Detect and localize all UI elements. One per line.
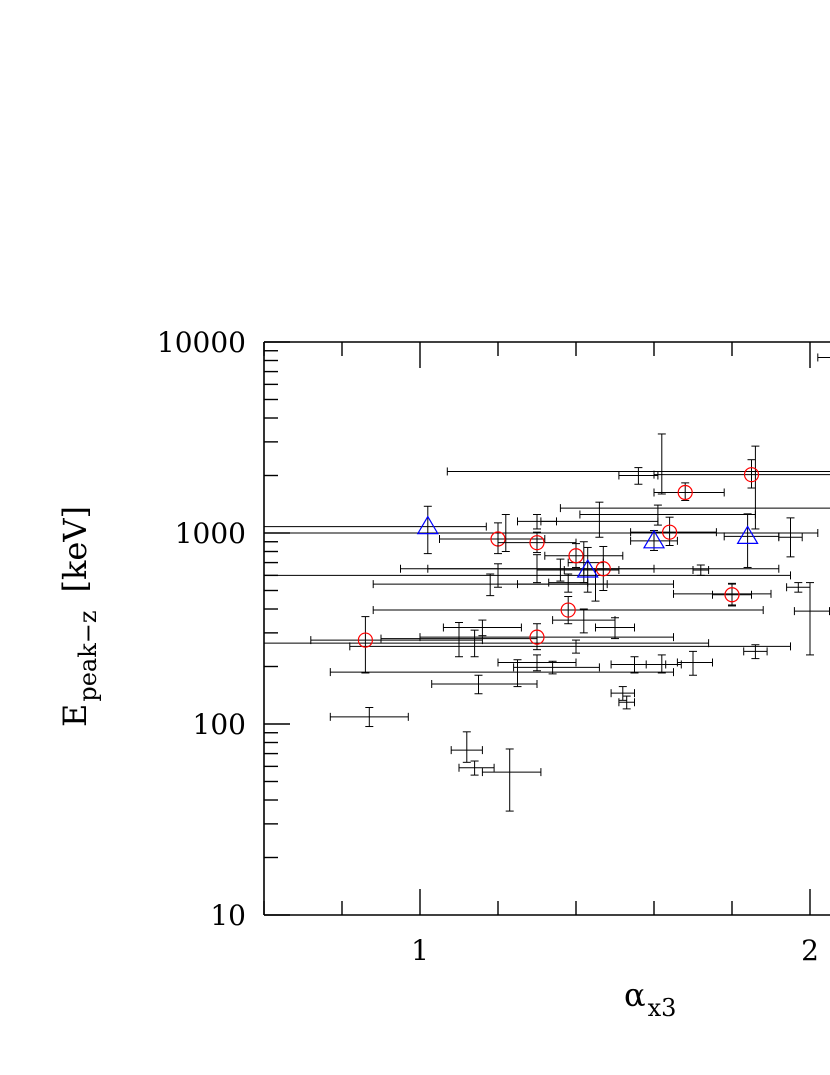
errorbar-point bbox=[450, 731, 483, 763]
errorbar-point bbox=[264, 513, 819, 553]
errorbar-point bbox=[329, 659, 674, 688]
errorbar-point bbox=[264, 629, 710, 658]
triangle-point bbox=[723, 513, 780, 568]
errorbar-point bbox=[329, 707, 409, 728]
y-axis-label-unit: [keV] bbox=[56, 506, 94, 592]
errorbar-point bbox=[778, 517, 803, 558]
errorbar-point bbox=[481, 748, 542, 812]
chart-axes bbox=[263, 341, 830, 916]
errorbar-point bbox=[552, 608, 616, 634]
errorbar-point bbox=[497, 654, 577, 672]
triangle-marker bbox=[416, 515, 439, 535]
errorbar-point bbox=[517, 569, 674, 602]
circle-point bbox=[427, 545, 780, 591]
errorbar-point bbox=[817, 353, 830, 362]
y-axis-label-sub: peak−z bbox=[74, 610, 102, 701]
errorbar-point bbox=[458, 760, 495, 776]
triangle-marker bbox=[576, 558, 599, 578]
circle-marker bbox=[529, 535, 545, 551]
triangle-point bbox=[563, 546, 620, 593]
triangle-point bbox=[264, 505, 487, 555]
circle-marker bbox=[661, 524, 678, 540]
circle-point bbox=[544, 543, 624, 568]
x-tick-label: 1 bbox=[411, 934, 429, 967]
errorbar-point bbox=[786, 582, 811, 593]
circle-marker bbox=[357, 632, 373, 648]
errorbar-point bbox=[513, 660, 600, 675]
errorbar-point bbox=[559, 445, 830, 530]
circle-point bbox=[497, 531, 577, 554]
errorbar-point bbox=[264, 563, 791, 588]
y-tick-label: 10 bbox=[210, 899, 246, 932]
tick-labels: 1 2 10 100 1000 10000 bbox=[157, 326, 819, 967]
errorbar-point bbox=[442, 619, 522, 637]
circle-marker bbox=[595, 561, 611, 577]
x-axis-label-sub: x3 bbox=[648, 994, 677, 1022]
circle-marker bbox=[529, 629, 545, 645]
errorbar-point bbox=[743, 644, 768, 660]
errorbar-point bbox=[446, 433, 830, 495]
circle-marker bbox=[724, 587, 740, 603]
circle-point bbox=[372, 596, 764, 625]
errorbar-point bbox=[676, 650, 713, 676]
x-axis-label: αx3 bbox=[624, 976, 676, 1022]
y-tick-label: 1000 bbox=[175, 517, 246, 550]
errorbar-point bbox=[692, 564, 710, 576]
triangle-marker bbox=[736, 525, 759, 544]
circle-point bbox=[653, 482, 725, 501]
x-axis-label-main: α bbox=[624, 976, 646, 1014]
errorbar-point bbox=[517, 513, 557, 530]
errorbar-point bbox=[793, 582, 830, 656]
circle-point bbox=[712, 582, 752, 607]
y-tick-label: 100 bbox=[193, 708, 246, 741]
y-axis-label: Epeak−z [keV] bbox=[56, 506, 102, 727]
chart-marks bbox=[264, 353, 830, 812]
circle-point bbox=[653, 459, 830, 489]
y-tick-label: 10000 bbox=[157, 326, 246, 359]
errorbar-point bbox=[349, 639, 791, 654]
x-tick-label: 2 bbox=[801, 934, 819, 967]
circle-point bbox=[439, 522, 546, 555]
errorbar-point bbox=[610, 686, 635, 701]
errorbar-point bbox=[618, 467, 659, 485]
errorbar-point bbox=[618, 695, 635, 710]
errorbar-point bbox=[595, 617, 635, 640]
triangle-marker bbox=[642, 529, 666, 549]
circle-marker bbox=[743, 467, 760, 483]
circle-marker bbox=[677, 484, 693, 501]
circle-marker bbox=[568, 548, 584, 564]
errorbar-point bbox=[431, 674, 538, 695]
circle-marker bbox=[560, 602, 576, 618]
triangle-point bbox=[630, 529, 678, 551]
y-axis-label-main: E bbox=[56, 704, 94, 727]
circle-point bbox=[310, 616, 483, 674]
errorbar-point bbox=[645, 654, 682, 674]
circle-point bbox=[419, 623, 674, 651]
